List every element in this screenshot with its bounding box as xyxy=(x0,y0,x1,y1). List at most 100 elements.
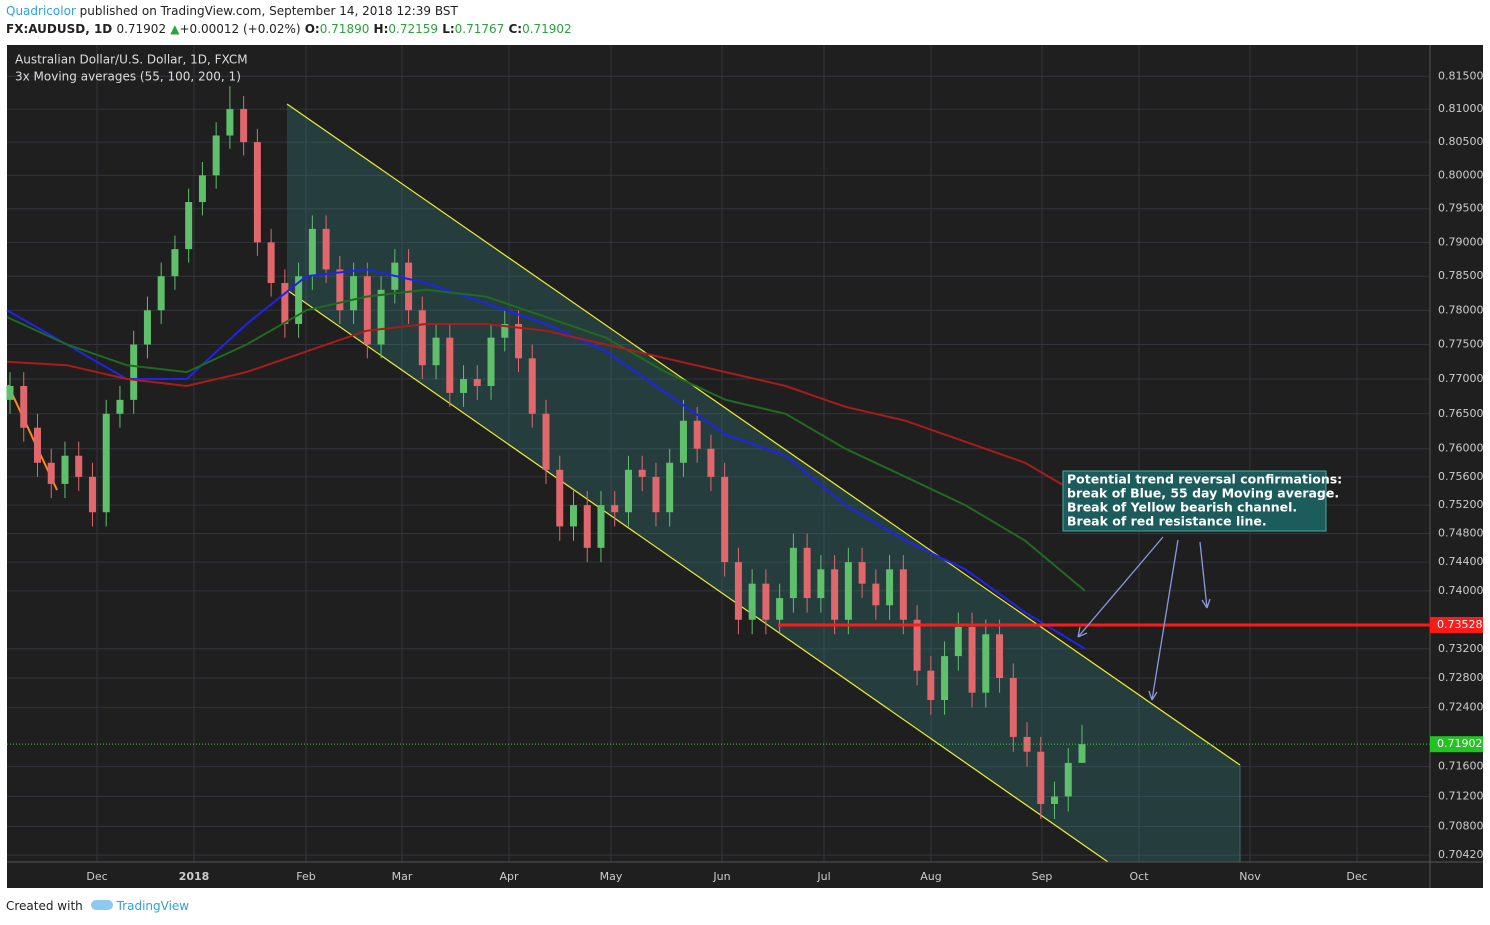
candle-body xyxy=(652,476,660,513)
y-tick-label: 0.71600 xyxy=(1438,760,1484,773)
candle-body xyxy=(831,569,839,620)
candle-body xyxy=(377,289,385,345)
annotation-box xyxy=(1062,470,1327,532)
x-tick-label: Nov xyxy=(1239,870,1261,883)
y-tick-label: 0.75600 xyxy=(1438,470,1484,483)
candle-body xyxy=(473,379,481,386)
h-val: 0.72159 xyxy=(388,22,438,36)
candle-body xyxy=(130,344,138,400)
moving-average xyxy=(6,323,1086,499)
moving-average xyxy=(6,268,1086,650)
candle-body xyxy=(185,202,193,250)
y-tick-label: 0.79000 xyxy=(1438,235,1484,248)
price-tag-label: 0.73528 xyxy=(1437,618,1483,631)
candle-body xyxy=(116,399,124,414)
candle-body xyxy=(20,385,28,428)
y-tick-label: 0.70800 xyxy=(1438,819,1484,832)
candle-body xyxy=(88,476,96,513)
candle-body xyxy=(6,385,14,400)
candle-body xyxy=(281,283,289,324)
candle-body xyxy=(996,634,1004,679)
candle-body xyxy=(501,323,509,338)
candle-body xyxy=(1078,744,1086,763)
brand[interactable]: TradingView xyxy=(116,899,190,913)
annotation: Potential trend reversal confirmations: xyxy=(1067,472,1342,487)
symbol: FX:AUDUSD, 1D xyxy=(6,22,113,36)
y-tick-label: 0.77500 xyxy=(1438,338,1484,351)
candle-body xyxy=(776,598,784,620)
candle-body xyxy=(858,562,866,584)
candle-body xyxy=(446,337,454,393)
candle-body xyxy=(721,476,729,563)
candle-body xyxy=(927,670,935,701)
o-val: 0.71890 xyxy=(319,22,370,36)
price-tag xyxy=(1430,736,1483,753)
x-tick-label: 2018 xyxy=(179,870,210,883)
candle-body xyxy=(1064,762,1072,797)
candle-body xyxy=(157,276,165,311)
candle-body xyxy=(336,269,344,311)
candle-body xyxy=(253,142,261,243)
candle-body xyxy=(460,379,468,393)
candle-body xyxy=(487,337,495,386)
candle-body xyxy=(886,569,894,606)
candle-body xyxy=(624,469,632,513)
y-tick-label: 0.72400 xyxy=(1438,700,1484,713)
annotation: break of Blue, 55 day Moving average. xyxy=(1067,486,1339,501)
x-tick-label: Dec xyxy=(1346,870,1367,883)
candle-body xyxy=(432,337,440,366)
arrow xyxy=(1199,541,1211,609)
candle-body xyxy=(212,135,220,176)
created: Created with xyxy=(6,899,83,913)
x-tick-label: May xyxy=(600,870,623,883)
candle-body xyxy=(556,469,564,527)
x-tick-label: Feb xyxy=(296,870,315,883)
candle-body xyxy=(171,249,179,277)
candle-body xyxy=(308,228,316,277)
candle-body xyxy=(899,569,907,620)
c: C: xyxy=(508,22,523,36)
candle-body xyxy=(226,109,234,136)
arrow: ▲ xyxy=(170,22,180,36)
candle-body xyxy=(102,413,110,513)
price-tag-label: 0.71902 xyxy=(1437,737,1483,750)
h: H: xyxy=(373,22,389,36)
x-tick-label: Apr xyxy=(499,870,519,883)
y-tick-label: 0.76000 xyxy=(1438,442,1484,455)
candle-body xyxy=(679,420,687,463)
l-val: 0.71767 xyxy=(454,22,505,36)
annotation: Break of Yellow bearish channel. xyxy=(1067,500,1297,515)
l: L: xyxy=(442,22,455,36)
candle-body xyxy=(789,547,797,599)
y-tick-label: 0.74800 xyxy=(1438,527,1484,540)
x-tick-label: Jul xyxy=(816,870,830,883)
y-tick-label: 0.77000 xyxy=(1438,372,1484,385)
c-val: 0.71902 xyxy=(522,22,572,36)
candle-body xyxy=(638,469,646,477)
y-tick-label: 0.81000 xyxy=(1438,102,1484,115)
candle-body xyxy=(954,627,962,657)
arrow xyxy=(1077,536,1164,638)
candle-body xyxy=(528,358,536,414)
candle-body xyxy=(267,242,275,284)
candle-body xyxy=(198,175,206,203)
candle-body xyxy=(1009,678,1017,737)
candle-body xyxy=(748,583,756,620)
candle-body xyxy=(913,619,921,671)
chart-subtitle: 3x Moving averages (55, 100, 200, 1) xyxy=(15,70,241,84)
candle-body xyxy=(693,420,701,449)
y-tick-label: 0.81500 xyxy=(1438,69,1484,82)
channel-lower xyxy=(286,289,1109,863)
candle-body xyxy=(1051,796,1059,804)
y-tick-label: 0.80500 xyxy=(1438,135,1484,148)
candle-body xyxy=(583,505,591,548)
channel-upper xyxy=(286,103,1241,766)
candle-body xyxy=(611,505,619,513)
candle-body xyxy=(941,656,949,701)
x-tick-label: Jun xyxy=(712,870,730,883)
x-tick-label: Dec xyxy=(86,870,107,883)
candle-body xyxy=(322,228,330,270)
x-tick-label: Aug xyxy=(920,870,941,883)
y-tick-label: 0.75200 xyxy=(1438,498,1484,511)
candle-body xyxy=(707,448,715,477)
